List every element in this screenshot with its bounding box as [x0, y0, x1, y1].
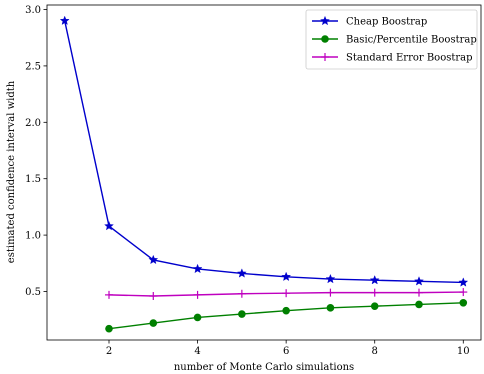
- y-tick-label: 0.5: [25, 287, 41, 298]
- legend: Cheap Boostrap Basic/Percentile Boostrap S…: [305, 9, 478, 70]
- data-point: [149, 292, 158, 301]
- y-axis: 0.5 1.0 1.5 2.0 2.5 3.0: [25, 5, 47, 298]
- data-point: [193, 313, 202, 322]
- x-tick-label: 8: [372, 346, 378, 357]
- legend-item: Basic/Percentile Boostrap: [312, 35, 477, 46]
- x-tick-label: 10: [457, 346, 470, 357]
- y-tick-label: 3.0: [25, 5, 41, 16]
- data-point: [238, 310, 246, 318]
- data-point: [459, 288, 468, 297]
- x-axis: 2 4 6 8 10: [106, 340, 470, 357]
- y-tick-label: 1.5: [25, 174, 41, 185]
- series-layer: [59, 15, 469, 333]
- legend-label: Standard Error Boostrap: [346, 53, 473, 64]
- data-point: [192, 263, 203, 274]
- x-tick-label: 4: [194, 346, 200, 357]
- series-1: [105, 298, 468, 333]
- x-axis-label: number of Monte Carlo simulations: [174, 362, 354, 373]
- data-point: [326, 304, 335, 312]
- y-tick-label: 1.0: [25, 231, 41, 242]
- legend-item: Standard Error Boostrap: [312, 53, 473, 64]
- x-tick-label: 6: [283, 346, 289, 357]
- data-point: [281, 271, 292, 282]
- legend-marker: [321, 53, 329, 61]
- y-tick-label: 2.5: [25, 61, 41, 72]
- data-point: [282, 306, 290, 315]
- y-axis-label: estimated confidence interval width: [6, 80, 17, 263]
- legend-box: [305, 9, 478, 70]
- data-point: [105, 324, 113, 333]
- legend-marker: [320, 15, 330, 26]
- data-point: [59, 15, 70, 25]
- data-point: [415, 300, 423, 309]
- x-tick-label: 2: [106, 346, 112, 357]
- data-point: [282, 289, 291, 298]
- data-point: [370, 302, 379, 310]
- data-point: [325, 273, 336, 284]
- data-point: [415, 288, 423, 297]
- data-point: [105, 290, 113, 299]
- data-point: [369, 275, 380, 285]
- series-2: [105, 288, 468, 301]
- series-line: [64, 20, 464, 284]
- data-point: [237, 289, 246, 298]
- legend-label: Cheap Boostrap: [346, 17, 427, 28]
- data-point: [326, 288, 335, 297]
- data-point: [236, 268, 247, 278]
- data-point: [414, 276, 424, 286]
- data-point: [104, 220, 114, 231]
- data-point: [148, 254, 159, 265]
- y-tick-label: 2.0: [25, 118, 41, 129]
- data-point: [193, 290, 202, 299]
- legend-item: Cheap Boostrap: [312, 15, 427, 28]
- data-point: [149, 319, 158, 327]
- data-point: [459, 298, 468, 307]
- series-0: [59, 15, 469, 287]
- legend-marker: [321, 35, 329, 43]
- data-point: [370, 288, 379, 297]
- data-point: [458, 277, 469, 287]
- legend-label: Basic/Percentile Boostrap: [346, 35, 477, 46]
